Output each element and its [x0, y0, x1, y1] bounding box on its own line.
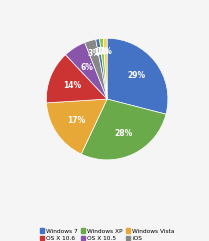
Wedge shape [96, 39, 107, 99]
Wedge shape [85, 39, 107, 99]
Text: 6%: 6% [80, 63, 93, 72]
Text: 28%: 28% [114, 129, 132, 138]
Text: 14%: 14% [63, 81, 81, 90]
Text: 29%: 29% [128, 72, 146, 80]
Text: 1%: 1% [99, 47, 112, 56]
Wedge shape [46, 55, 107, 103]
Text: 1%: 1% [96, 47, 109, 56]
Legend: Windows 7, OS X 10.6, Android, Windows XP, OS X 10.5, Other, Windows Vista, iOS,: Windows 7, OS X 10.6, Android, Windows X… [37, 226, 177, 241]
Wedge shape [107, 38, 168, 114]
Wedge shape [81, 99, 166, 160]
Wedge shape [103, 38, 107, 99]
Wedge shape [65, 43, 107, 99]
Text: 3%: 3% [87, 49, 100, 58]
Text: 1%: 1% [93, 48, 106, 57]
Text: 17%: 17% [67, 116, 85, 125]
Wedge shape [46, 99, 107, 154]
Wedge shape [99, 38, 107, 99]
